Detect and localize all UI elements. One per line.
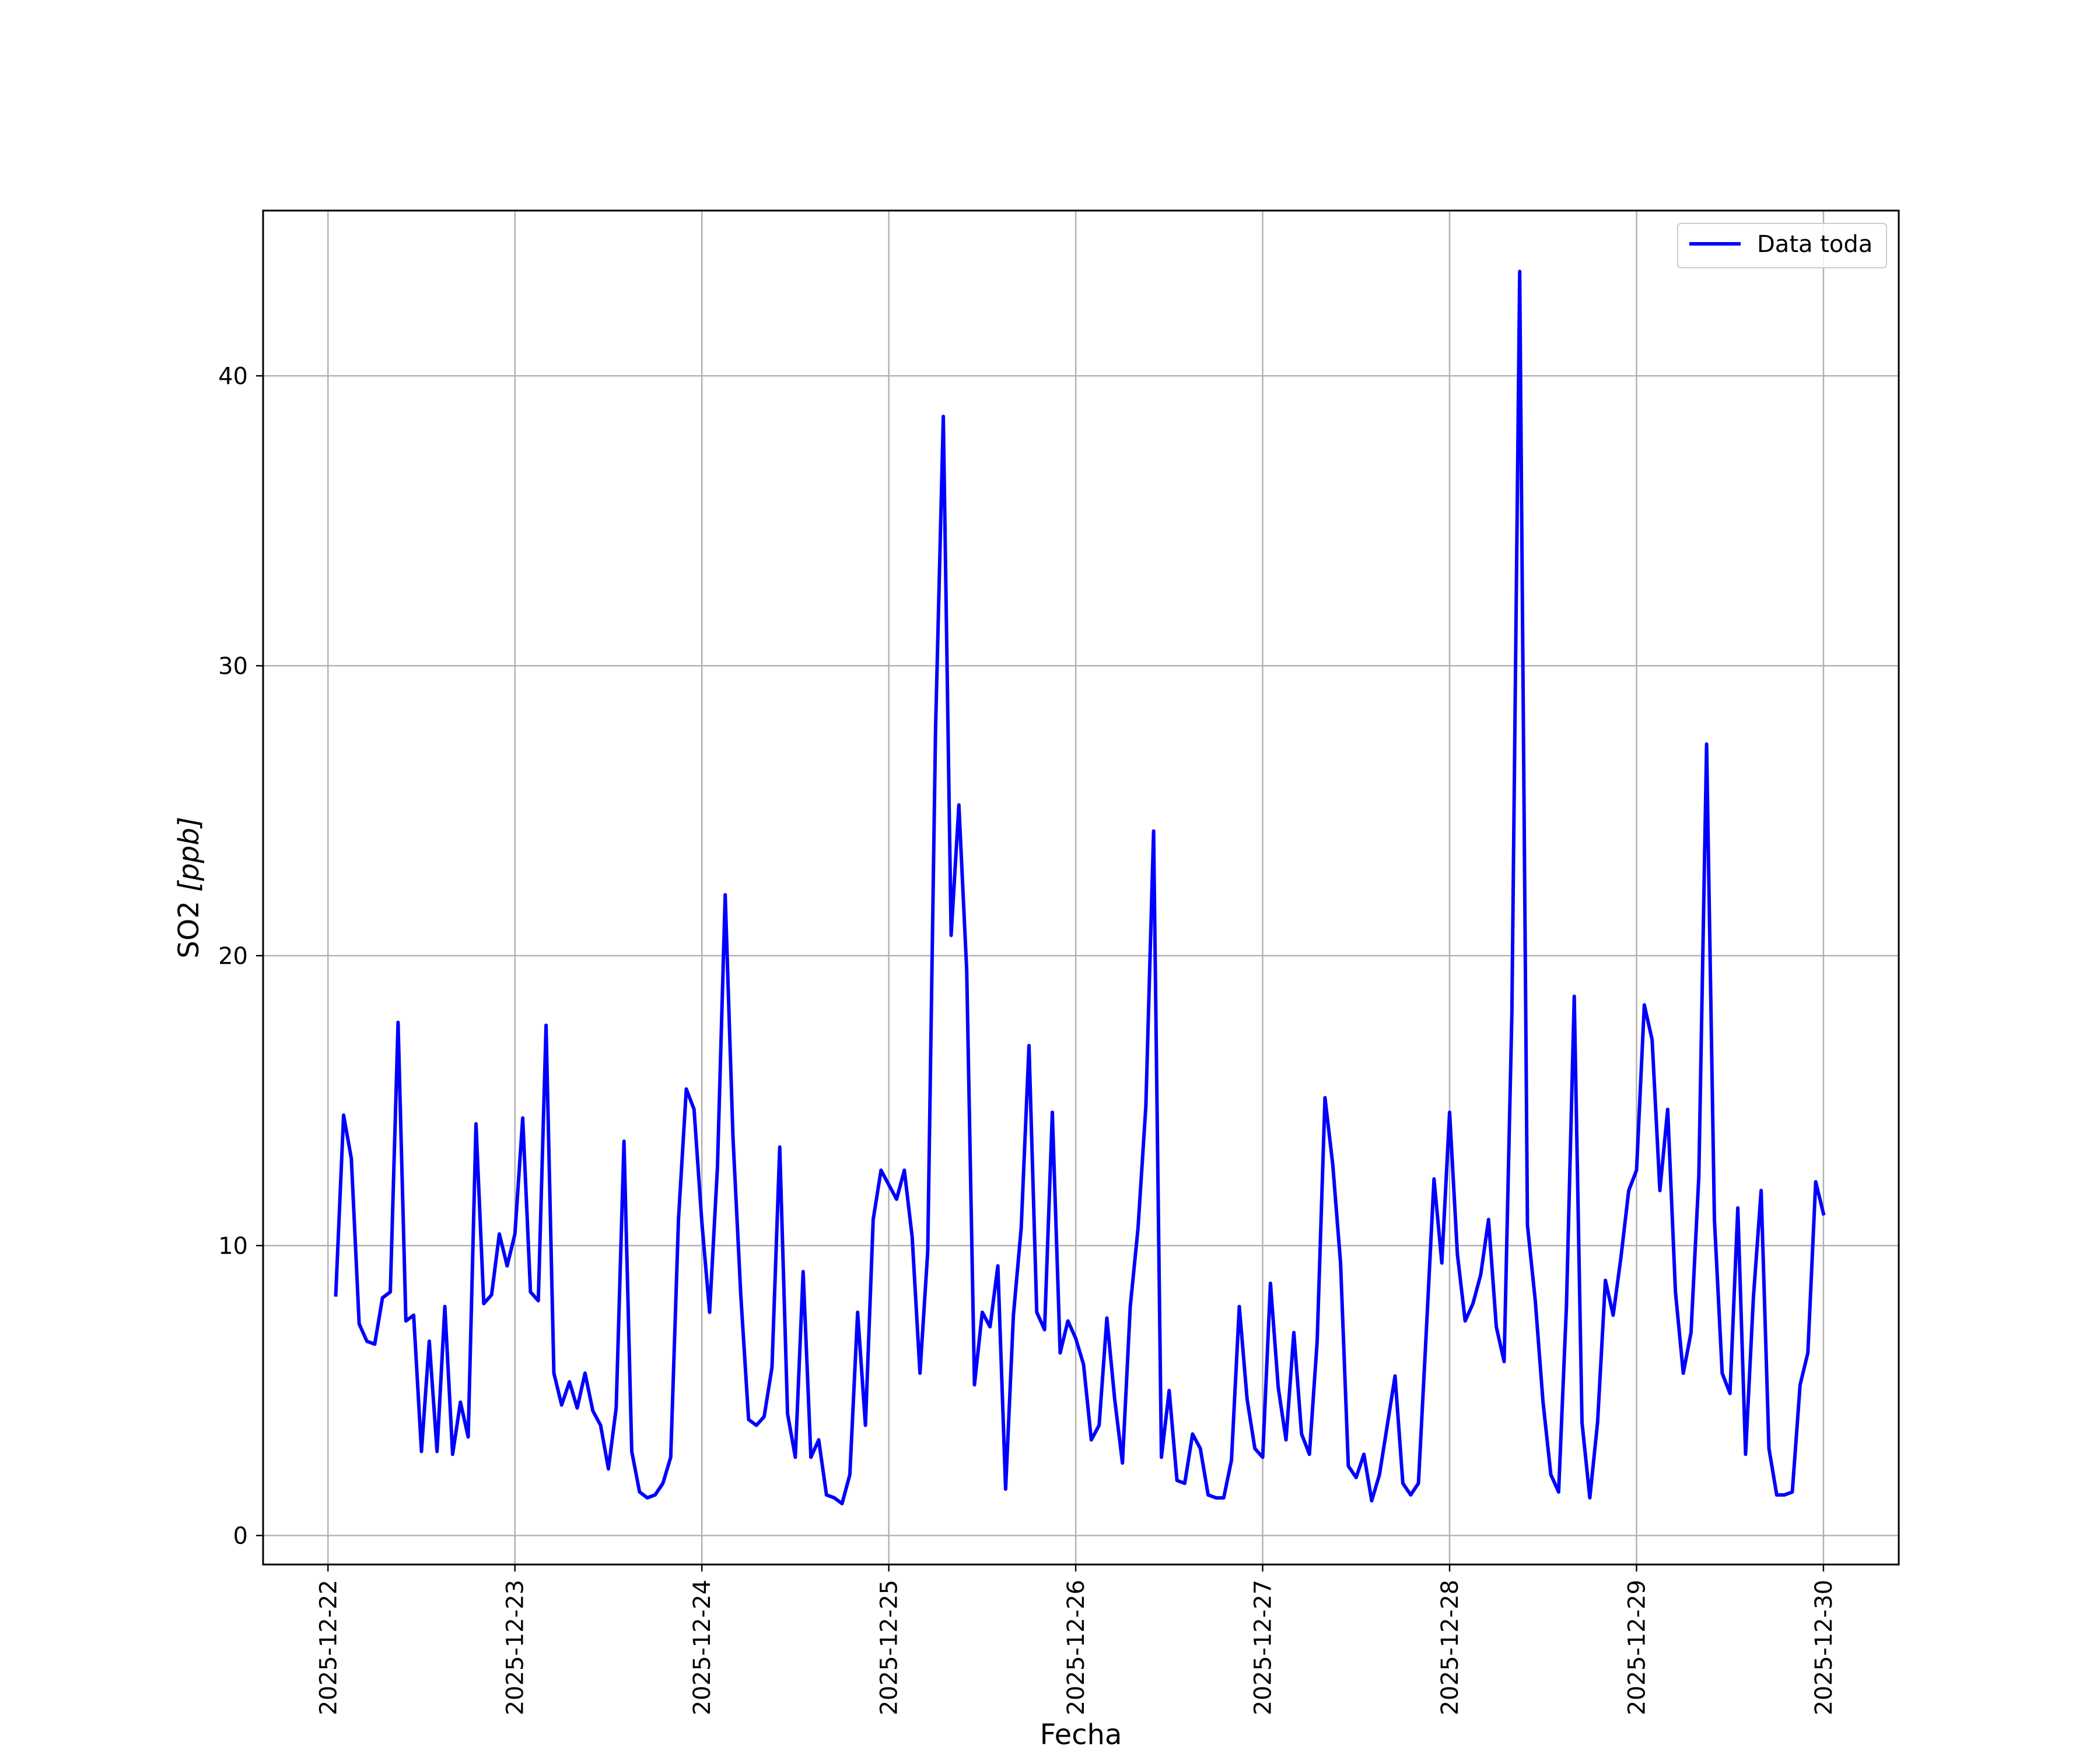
x-tick-label: 2025-12-22 (315, 1580, 342, 1715)
axis-ticks: 2025-12-22 2025-12-23 2025-12-24 2025-12-25… (218, 363, 1838, 1715)
y-tick-label: 20 (218, 943, 248, 970)
grid-lines (263, 211, 1899, 1564)
x-tick-label: 2025-12-29 (1623, 1580, 1650, 1715)
x-tick-label: 2025-12-27 (1250, 1580, 1277, 1715)
y-axis-label-main: SO2 (173, 892, 205, 958)
x-tick-label: 2025-12-24 (689, 1580, 716, 1715)
y-axis-label-unit: [ppb] (173, 817, 205, 892)
x-tick-label: 2025-12-30 (1811, 1580, 1838, 1715)
y-tick-label: 30 (218, 653, 248, 680)
y-tick-label: 0 (233, 1522, 248, 1549)
legend-label-data-toda: Data toda (1757, 231, 1873, 258)
x-tick-label: 2025-12-28 (1437, 1580, 1464, 1715)
legend: Data toda (1677, 223, 1887, 268)
legend-box (1677, 223, 1887, 268)
x-axis-label: Fecha (1040, 1718, 1122, 1750)
x-tick-label: 2025-12-26 (1063, 1580, 1090, 1715)
plot-area-frame (262, 209, 1900, 1566)
y-tick-label: 10 (218, 1233, 248, 1259)
y-tick-label: 40 (218, 363, 248, 390)
y-axis-label: SO2 [ppb] (173, 817, 205, 958)
x-tick-label: 2025-12-23 (502, 1580, 529, 1715)
series-line-data-toda (334, 270, 1826, 1506)
x-tick-label: 2025-12-25 (876, 1580, 903, 1715)
